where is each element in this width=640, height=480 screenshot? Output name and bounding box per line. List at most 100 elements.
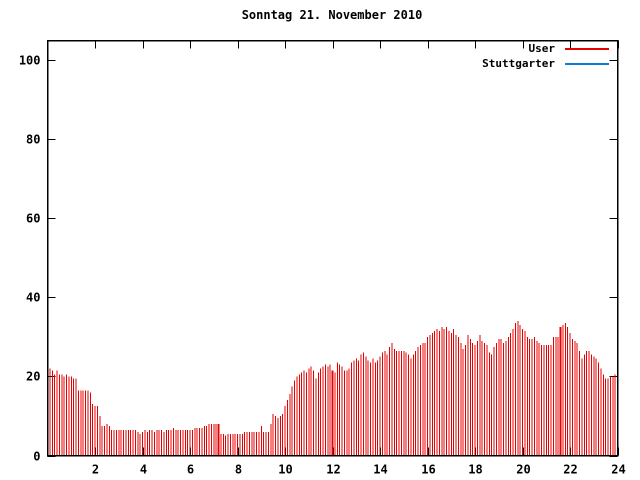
bar-user	[609, 376, 611, 456]
bar-user	[491, 354, 493, 456]
bar-user	[500, 338, 502, 456]
bar-user	[161, 429, 162, 456]
bar-user	[519, 325, 521, 456]
bar-user	[289, 394, 291, 456]
bar-user	[123, 429, 124, 456]
x-tick-label: 8	[235, 463, 242, 477]
bar-user	[550, 344, 552, 456]
bar-user	[108, 425, 110, 456]
bar-user	[396, 350, 398, 456]
bar-user	[134, 429, 136, 456]
bar-user	[127, 429, 129, 456]
bar-user	[583, 354, 585, 456]
bar-user	[132, 429, 134, 456]
bar-user	[476, 340, 478, 456]
x-tick-label: 22	[563, 463, 577, 477]
bar-user	[457, 336, 459, 456]
y-tick-label: 20	[26, 370, 40, 384]
bar-user	[239, 433, 241, 456]
bar-user	[92, 404, 94, 456]
bar-user	[203, 425, 205, 456]
bar-user	[87, 390, 89, 456]
bar-user	[474, 344, 476, 456]
bar-user	[305, 372, 307, 456]
bar-user	[581, 358, 583, 456]
y-tick-label: 60	[26, 212, 40, 226]
chart-title: Sonntag 21. November 2010	[241, 8, 423, 22]
bar-user	[524, 331, 526, 456]
bar-user	[222, 433, 224, 456]
bar-user	[77, 390, 79, 456]
x-tick-label: 24	[611, 463, 625, 477]
bar-user	[310, 366, 312, 456]
bar-user	[130, 429, 132, 456]
bar-user	[73, 378, 75, 456]
bar-user	[355, 358, 357, 456]
legend: User Stuttgarter	[482, 41, 609, 71]
bar-user	[360, 354, 362, 456]
bar-user	[595, 358, 597, 456]
bar-user	[559, 327, 562, 456]
bar-user	[177, 429, 179, 456]
bar-user	[353, 360, 355, 456]
bar-user	[158, 429, 160, 456]
bar-user	[505, 340, 507, 456]
bar-user	[165, 429, 167, 456]
bar-user	[614, 374, 616, 456]
bar-user	[111, 429, 113, 456]
bar-user	[251, 431, 253, 456]
bar-user	[341, 366, 343, 456]
bar-user	[598, 362, 599, 456]
bar-user	[104, 425, 105, 456]
bar-user	[324, 364, 326, 456]
bar-user	[99, 415, 101, 456]
bar-user	[602, 374, 604, 456]
bar-user	[405, 352, 407, 456]
bar-user	[320, 368, 322, 456]
bar-user	[443, 329, 445, 456]
bar-user	[419, 344, 421, 456]
x-tick-label: 2	[92, 463, 99, 477]
bar-user	[232, 433, 234, 456]
bar-user	[75, 378, 77, 456]
bar-user	[291, 386, 293, 456]
bar-user	[194, 427, 196, 456]
bar-user	[180, 429, 181, 456]
bar-user	[588, 350, 590, 456]
bar-user	[555, 336, 557, 456]
bar-user	[612, 376, 614, 456]
bar-user	[393, 348, 395, 456]
x-tick-label: 6	[187, 463, 194, 477]
bar-user	[248, 431, 250, 456]
bar-user	[422, 342, 424, 456]
bar-user	[467, 334, 469, 456]
bar-user	[163, 431, 165, 456]
x-tick-label: 16	[421, 463, 435, 477]
bar-user	[486, 344, 488, 456]
bar-user	[495, 342, 497, 456]
bar-user	[427, 336, 428, 456]
bar-user	[552, 336, 554, 456]
bar-user	[234, 433, 236, 456]
y-tick-label: 40	[26, 291, 40, 305]
bar-user	[282, 414, 284, 456]
bar-user	[82, 390, 84, 456]
bar-user	[139, 433, 141, 456]
bar-user	[438, 331, 440, 456]
bar-user	[462, 348, 464, 456]
bar-user	[182, 429, 184, 456]
bar-user	[576, 342, 578, 456]
bar-user	[579, 350, 580, 456]
bar-user	[571, 338, 573, 456]
bar-user	[184, 429, 186, 456]
x-tick-label: 10	[278, 463, 292, 477]
bar-user	[94, 406, 96, 456]
bar-user	[460, 342, 462, 456]
x-tick-label: 14	[373, 463, 387, 477]
bar-user	[142, 431, 143, 456]
x-tick-label: 20	[516, 463, 530, 477]
bar-user	[389, 346, 390, 456]
bar-user	[225, 435, 227, 456]
bar-user	[258, 431, 260, 456]
